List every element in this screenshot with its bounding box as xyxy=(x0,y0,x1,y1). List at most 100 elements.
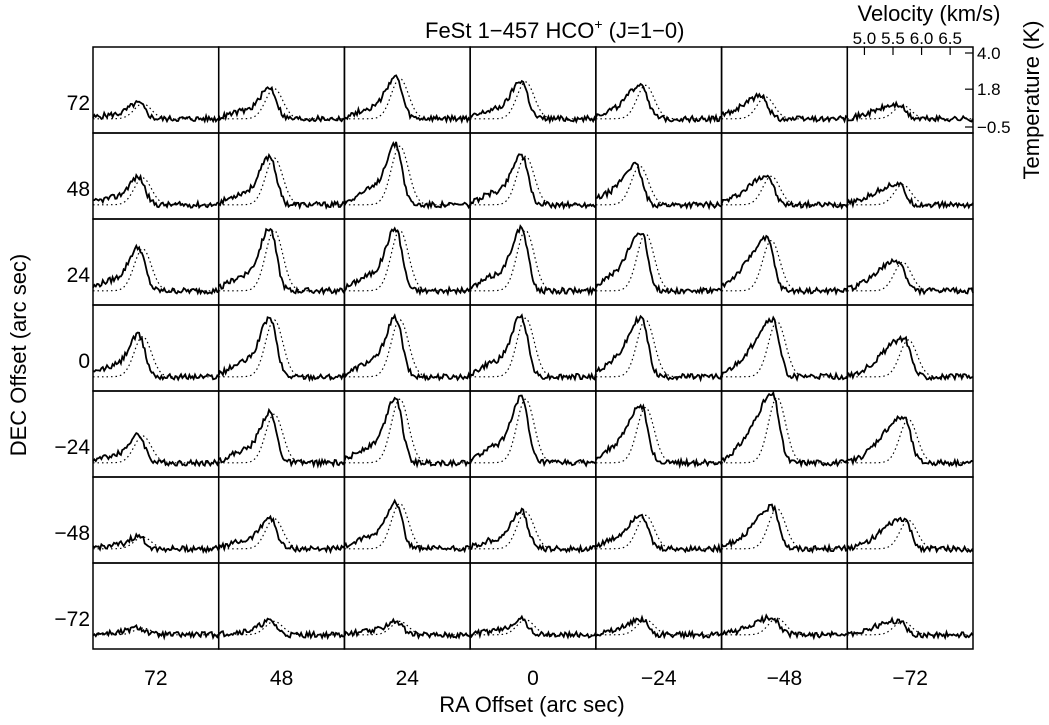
spectrum-panel xyxy=(217,132,346,220)
tick-labels: 72 48 24 0 −24 −48 −72 72 48 24 0 −24 −48 −72 xyxy=(54,92,928,690)
spectrum-panel xyxy=(720,562,849,650)
panel-frame xyxy=(846,476,974,564)
observed-spectrum-line xyxy=(218,227,346,296)
spectrum-panel xyxy=(92,304,220,392)
observed-spectrum-line xyxy=(846,616,974,641)
spectrum-panel xyxy=(92,218,220,306)
spectrum-panel xyxy=(846,218,974,306)
observed-spectrum-line xyxy=(846,516,974,554)
panel-frame xyxy=(595,46,723,134)
observed-spectrum-line xyxy=(218,152,346,210)
observed-spectrum-line xyxy=(720,503,848,554)
observed-spectrum-line xyxy=(343,498,471,554)
spectrum-panel xyxy=(846,304,974,392)
spectrum-panel xyxy=(469,562,597,650)
spectrum-panel xyxy=(343,46,471,134)
inset-x-tick-label: 5.0 xyxy=(853,29,877,48)
spectrum-panel xyxy=(343,304,471,392)
spectrum-panel xyxy=(92,46,220,134)
panel-frame xyxy=(469,132,597,220)
observed-spectrum-line xyxy=(343,396,471,469)
inset-x-tick-label: 5.5 xyxy=(881,29,905,48)
observed-spectrum-line xyxy=(595,161,722,211)
spectrum-panel xyxy=(720,390,849,478)
observed-spectrum-line xyxy=(846,180,974,210)
inset-y-tick-label: 4.0 xyxy=(977,44,1001,63)
panel-frame xyxy=(343,218,471,306)
observed-spectrum-line xyxy=(92,624,220,641)
spectrum-panel xyxy=(343,476,471,564)
observed-spectrum-line xyxy=(846,415,974,469)
inset-axes: 5.0 5.5 6.0 6.5 4.0 1.8 −0.5 xyxy=(853,29,1011,137)
model-spectrum-line xyxy=(847,519,973,550)
x-axis-label: RA Offset (arc sec) xyxy=(439,692,624,717)
spectrum-panel xyxy=(92,562,220,650)
observed-spectrum-line xyxy=(595,232,723,296)
spectrum-panel xyxy=(92,390,220,478)
panel-frame xyxy=(217,218,346,306)
model-spectrum-line xyxy=(218,229,345,292)
model-spectrum-line xyxy=(344,319,471,378)
model-spectrum-line xyxy=(595,165,722,206)
inset-x-tick-label: 6.0 xyxy=(910,29,934,48)
model-spectrum-line xyxy=(344,502,471,550)
observed-spectrum-line xyxy=(846,334,974,382)
spectra-grid xyxy=(92,46,974,650)
observed-spectrum-line xyxy=(595,82,722,125)
model-spectrum-line xyxy=(595,319,722,378)
spectrum-panel xyxy=(595,46,723,134)
panel-frame xyxy=(469,304,597,392)
model-spectrum-line xyxy=(93,248,219,292)
panel-frame xyxy=(846,46,974,134)
model-spectrum-line xyxy=(595,514,722,550)
observed-spectrum-line xyxy=(217,514,346,555)
observed-spectrum-line xyxy=(218,617,345,641)
spectrum-panel xyxy=(217,390,346,478)
model-spectrum-line xyxy=(470,229,596,292)
panel-frame xyxy=(92,476,220,564)
observed-spectrum-line xyxy=(344,74,471,125)
x-tick-label: 24 xyxy=(396,667,420,690)
panel-frame xyxy=(720,562,849,650)
observed-spectrum-line xyxy=(720,92,848,124)
observed-spectrum-line xyxy=(344,226,471,297)
observed-spectrum-line xyxy=(343,313,471,382)
spectrum-panel xyxy=(469,476,597,564)
panel-frame xyxy=(846,562,974,650)
spectrum-panel xyxy=(720,132,849,220)
observed-spectrum-line xyxy=(92,99,220,124)
observed-spectrum-line xyxy=(847,257,974,297)
model-spectrum-line xyxy=(93,435,219,464)
spectrum-panel xyxy=(595,304,723,392)
observed-spectrum-line xyxy=(469,79,597,125)
model-spectrum-line xyxy=(721,175,848,206)
spectrum-panel xyxy=(846,46,974,134)
y-tick-label: 0 xyxy=(78,350,90,373)
observed-spectrum-line xyxy=(343,140,471,211)
spectrum-panel xyxy=(343,390,471,478)
spectrum-panel xyxy=(846,562,974,650)
observed-spectrum-line xyxy=(469,507,597,555)
observed-spectrum-line xyxy=(595,614,723,641)
model-spectrum-line xyxy=(470,81,596,120)
spectrum-panel xyxy=(595,132,723,220)
spectrum-panel xyxy=(343,562,471,650)
observed-spectrum-line xyxy=(217,85,345,123)
panel-frame xyxy=(720,132,849,220)
observed-spectrum-line xyxy=(92,532,220,554)
spectrum-panel xyxy=(595,218,723,306)
observed-spectrum-line xyxy=(92,331,220,382)
x-tick-label: −24 xyxy=(641,667,677,690)
spectrum-panel xyxy=(720,46,849,134)
panel-frame xyxy=(469,390,597,478)
spectrum-panel xyxy=(469,390,597,478)
spectrum-panel xyxy=(846,476,974,564)
observed-spectrum-line xyxy=(721,613,848,641)
spectrum-panel xyxy=(595,390,723,478)
model-spectrum-line xyxy=(344,77,471,120)
observed-spectrum-line xyxy=(469,614,597,640)
spectrum-panel xyxy=(217,562,346,650)
spectrum-panel xyxy=(343,218,471,306)
spectrum-panel xyxy=(217,304,346,392)
spectrum-panel xyxy=(469,304,597,392)
